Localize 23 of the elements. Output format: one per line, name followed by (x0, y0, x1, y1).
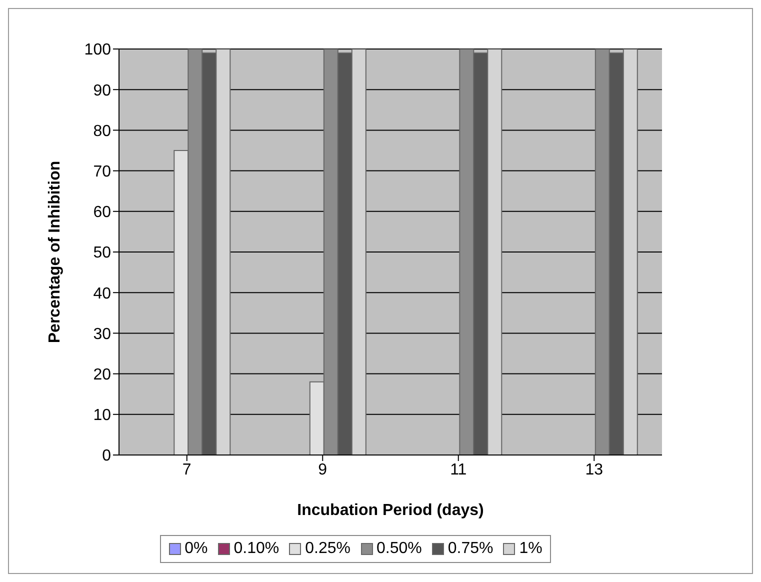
legend-label: 0.25% (304, 540, 350, 558)
y-tick-label: 90 (93, 82, 112, 100)
x-tick-label: 7 (182, 461, 192, 478)
y-tick-label: 20 (93, 366, 112, 384)
y-tick-label: 70 (93, 163, 112, 180)
y-tick-label: 80 (93, 122, 112, 140)
y-tick-label: 0 (102, 448, 112, 465)
legend-label: 1% (518, 540, 542, 558)
y-tick-label: 40 (93, 285, 112, 302)
x-axis-title: Incubation Period (days) (297, 502, 484, 519)
x-tick-label: 13 (585, 461, 604, 478)
y-tick-label: 100 (84, 42, 112, 59)
x-tick-label: 9 (318, 461, 328, 478)
legend-label: 0% (184, 540, 208, 558)
y-tick-label: 60 (93, 204, 112, 222)
y-axis-title: Percentage of Inhibition (46, 160, 64, 344)
legend-label: 0.50% (376, 540, 422, 558)
legend-label: 0.10% (232, 540, 280, 558)
y-tick-label: 50 (93, 244, 112, 262)
y-tick-label: 10 (93, 407, 112, 424)
y-tick-label: 30 (93, 326, 112, 343)
legend-label: 0.75% (446, 540, 494, 558)
x-tick-label: 11 (450, 461, 467, 478)
